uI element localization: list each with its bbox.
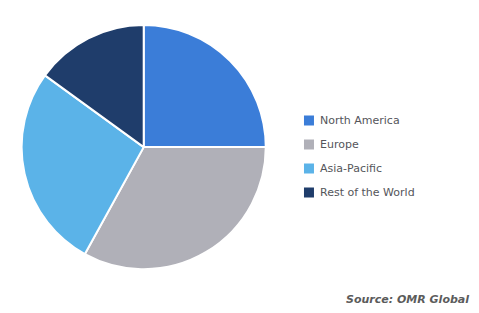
svg-text:Asia-Pacific: Asia-Pacific — [320, 162, 382, 175]
svg-text:Source: OMR Global: Source: OMR Global — [346, 293, 469, 306]
svg-text:North America: North America — [320, 114, 400, 127]
svg-text:Europe: Europe — [320, 138, 359, 151]
svg-text:Rest of the World: Rest of the World — [320, 186, 415, 199]
